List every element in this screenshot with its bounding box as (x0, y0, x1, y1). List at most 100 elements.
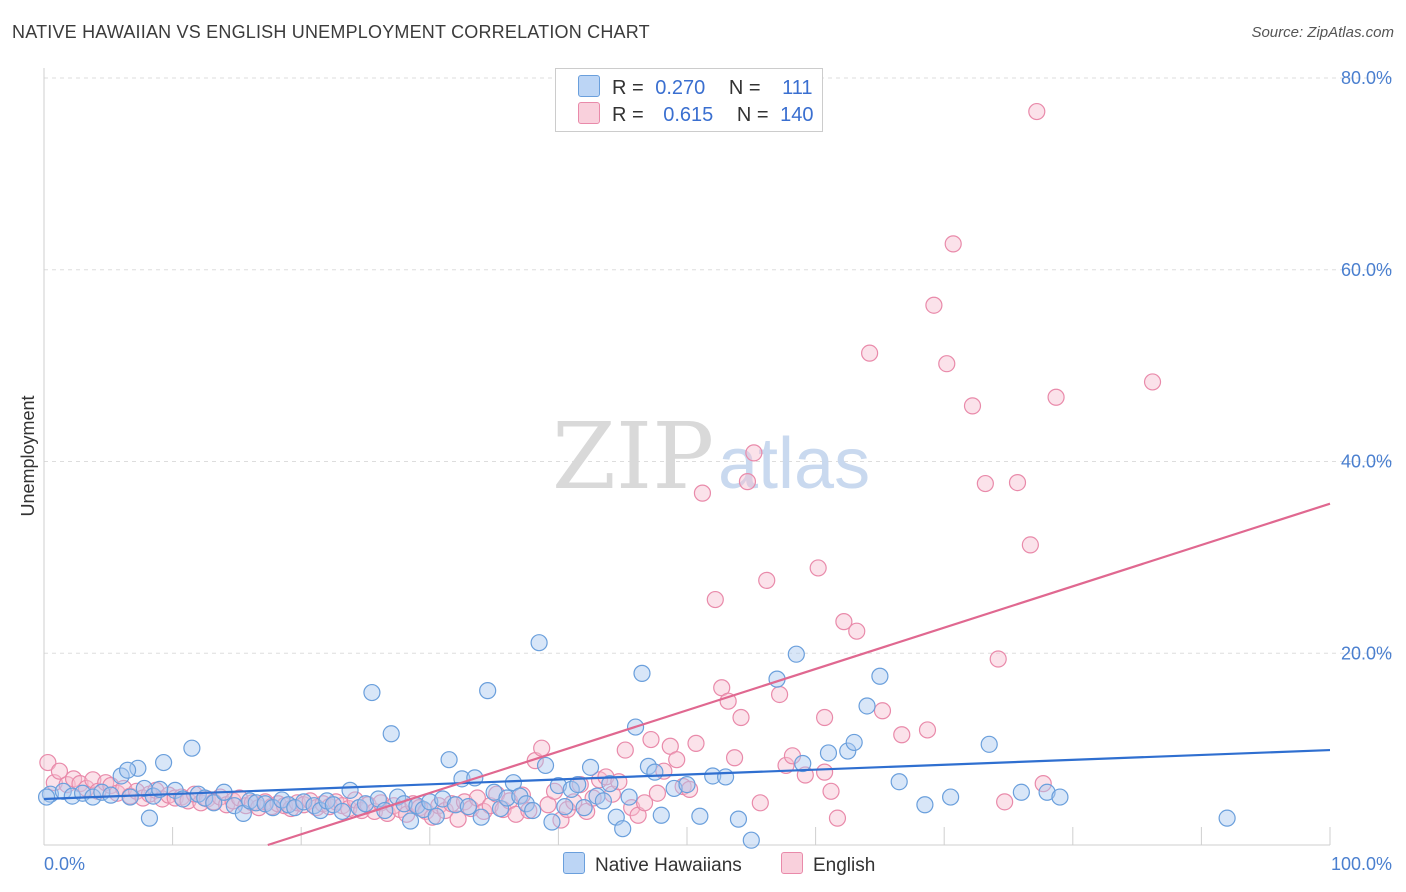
native-hawaiian-trendline (43, 748, 1331, 801)
native-hawaiian-point (1051, 788, 1069, 806)
native-hawaiian-point (536, 756, 555, 775)
native-hawaiian-point (363, 683, 381, 702)
native-hawaiian-point (704, 767, 722, 785)
english-point (39, 753, 57, 772)
native-hawaiian-point (256, 795, 274, 813)
native-hawaiian-point (491, 799, 510, 818)
english-point (50, 762, 69, 780)
english-point (1008, 473, 1027, 492)
legend-row-english: R = 0.615 N = 140 (578, 102, 814, 128)
tick-labels: 20.0% 40.0% 60.0% 80.0% 0.0% 100.0% (44, 68, 1392, 874)
english-point (687, 734, 705, 752)
native-hawaiian-point (569, 775, 587, 794)
english-point (725, 749, 744, 767)
native-hawaiian-point (678, 775, 696, 794)
native-hawaiian-point (845, 733, 863, 752)
native-hawaiian-point (858, 697, 876, 715)
english-point (828, 809, 847, 827)
bottom-swatch-pink (781, 852, 803, 874)
native-hawaiian-point (1218, 809, 1236, 827)
native-hawaiian-point (174, 790, 192, 808)
native-hawaiian-point (819, 744, 838, 762)
english-point (642, 730, 660, 749)
english-point (1143, 373, 1162, 391)
english-point (835, 613, 853, 631)
chart-title: NATIVE HAWAIIAN VS ENGLISH UNEMPLOYMENT … (12, 22, 650, 42)
native-hawaiian-point (459, 798, 477, 816)
y-tick-label: 80.0% (1341, 68, 1392, 88)
native-hawaiian-point (691, 807, 709, 825)
english-point (745, 444, 763, 462)
english-point (1034, 775, 1052, 793)
english-point (1021, 536, 1039, 554)
english-point (816, 763, 834, 781)
english-point (938, 355, 956, 373)
native-hawaiian-point (247, 794, 265, 812)
native-hawaiian-point (382, 725, 400, 743)
english-point (648, 784, 667, 802)
legend-r-value: 0.615 (663, 104, 714, 126)
native-hawaiian-point (871, 667, 889, 685)
native-hawaiian-point (401, 812, 420, 830)
native-hawaiian-point (575, 799, 593, 817)
native-hawaiian-point (112, 767, 130, 785)
native-hawaiian-point (517, 795, 535, 813)
native-hawaiian-point (498, 789, 516, 807)
native-hawaiian-point (916, 796, 934, 814)
x-tick-label: 0.0% (44, 854, 85, 874)
english-point (816, 708, 834, 727)
native-hawaiian-point (440, 751, 458, 769)
native-hawaiian-points (37, 634, 1236, 849)
native-hawaiian-point (581, 758, 600, 776)
native-hawaiian-point (356, 795, 375, 813)
native-hawaiian-point (1012, 783, 1030, 801)
native-hawaiian-point (286, 799, 304, 817)
english-point (944, 235, 962, 253)
bottom-legend-english-label: English (813, 855, 876, 876)
native-hawaiian-point (427, 807, 445, 825)
native-hawaiian-point (729, 810, 748, 828)
english-point (822, 782, 840, 800)
english-point (533, 739, 551, 757)
native-hawaiian-point (446, 796, 465, 814)
legend-r-label: R = (612, 104, 644, 126)
english-point (809, 559, 827, 577)
native-hawaiian-point (1038, 783, 1056, 801)
english-point (693, 484, 712, 502)
native-hawaiian-point (341, 781, 359, 799)
bottom-swatch-blue (563, 852, 585, 874)
legend-swatch-blue (578, 75, 600, 97)
english-point (449, 810, 467, 828)
english-point (873, 702, 892, 720)
native-hawaiian-point (63, 787, 81, 805)
native-hawaiian-point (129, 759, 147, 777)
watermark-zip: ZIP (552, 403, 714, 510)
native-hawaiian-point (183, 739, 201, 757)
english-point (1047, 388, 1065, 406)
legend-r-label: R = (612, 77, 644, 99)
native-hawaiian-point (472, 808, 490, 826)
bottom-legend-english: English (781, 852, 875, 877)
source-label: Source: ZipAtlas.com (1251, 24, 1394, 41)
native-hawaiian-point (646, 763, 664, 781)
native-hawaiian-point (121, 788, 139, 806)
english-point (732, 708, 750, 727)
y-axis-label: Unemployment (18, 395, 38, 516)
native-hawaiian-point (942, 788, 960, 806)
legend-row-native: R = 0.270 N = 111 (578, 75, 813, 101)
native-hawaiian-point (295, 793, 313, 811)
watermark-atlas: atlas (718, 424, 870, 504)
native-hawaiian-point (333, 802, 351, 821)
native-hawaiian-point (154, 753, 173, 772)
english-point (963, 397, 982, 415)
bottom-legend-native: Native Hawaiians (563, 852, 742, 877)
english-point (918, 721, 937, 739)
correlation-legend: R = 0.270 N = 111 R = 0.615 N = 140 (555, 68, 823, 132)
native-hawaiian-point (639, 757, 658, 775)
legend-r-value: 0.270 (655, 77, 706, 99)
english-point (719, 692, 737, 710)
native-hawaiian-point (549, 776, 568, 795)
native-hawaiian-point (594, 792, 613, 810)
native-hawaiian-point (665, 779, 683, 798)
